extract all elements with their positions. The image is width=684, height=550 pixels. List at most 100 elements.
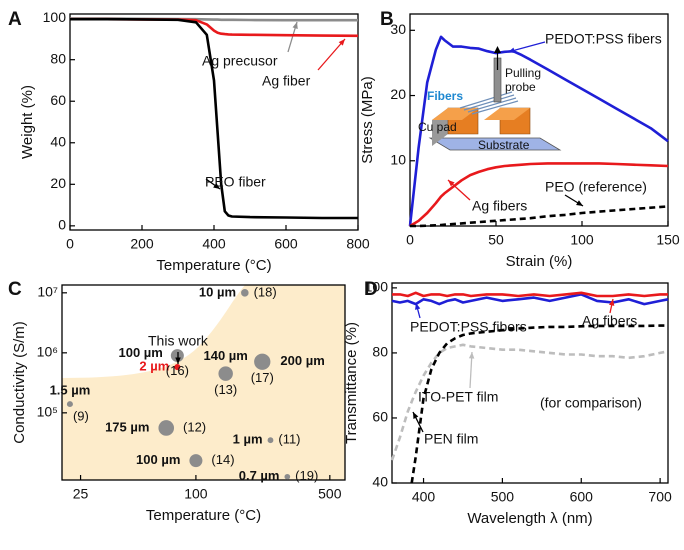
point-ref: (11) (278, 432, 300, 447)
y-tick-label: 10⁶ (37, 344, 58, 360)
x-tick-label: 800 (346, 236, 370, 252)
data-point (170, 349, 184, 363)
point-label: 10 µm (199, 284, 236, 299)
point-ref: (17) (251, 370, 274, 385)
x-tick-label: 200 (130, 236, 154, 252)
x-tick-label: 500 (318, 486, 342, 502)
y-axis-label: Weight (%) (19, 85, 36, 159)
annotation: This work (148, 333, 209, 349)
data-point (189, 454, 203, 468)
y-tick-label: 20 (50, 175, 66, 191)
point-label: 0.7 µm (239, 468, 280, 483)
data-point (218, 366, 233, 381)
annotation-arrowhead (338, 39, 345, 46)
annotation: (for comparison) (540, 395, 642, 411)
series-label: Ag fibers (472, 198, 527, 214)
x-tick-label: 100 (570, 232, 594, 248)
annotation-arrowhead (508, 47, 515, 53)
series-label: PEDOT:PSS fibers (545, 31, 662, 47)
point-label: 140 µm (203, 348, 247, 363)
x-axis-label: Strain (%) (506, 253, 573, 270)
x-tick-label: 0 (66, 236, 74, 252)
y-tick-label: 10⁷ (37, 284, 58, 300)
x-tick-label: 700 (648, 489, 672, 505)
data-line (390, 343, 669, 461)
series-label: PEO fiber (205, 174, 266, 190)
x-tick-label: 100 (184, 486, 208, 502)
y-tick-label: 80 (372, 344, 388, 360)
fibers (459, 91, 519, 115)
point-label: 2 µm (139, 358, 169, 373)
cu-pad-top (432, 108, 478, 120)
y-tick-label: 80 (50, 50, 66, 66)
y-tick-label: 40 (372, 474, 388, 490)
point-label: 200 µm (280, 353, 324, 368)
plot-frame (69, 13, 359, 231)
annotation-arrowhead (576, 200, 583, 206)
panel-letter: B (380, 9, 394, 30)
y-tick-label: 100 (365, 279, 389, 295)
annotation-arrowhead (608, 299, 615, 306)
point-label: 100 µm (136, 452, 180, 467)
y-tick-label: 40 (50, 133, 66, 149)
plot-frame (61, 284, 346, 481)
point-ref: (18) (254, 284, 277, 299)
data-point (284, 473, 291, 480)
panel-letter: C (8, 279, 22, 300)
x-axis-label: Temperature (°C) (146, 507, 261, 524)
inset-label: Substrate (478, 138, 530, 152)
x-tick-label: 400 (412, 489, 436, 505)
y-tick-label: 20 (390, 86, 406, 102)
panel-letter: A (8, 9, 22, 30)
annotation-arrowhead (213, 183, 220, 189)
data-line (70, 17, 358, 220)
series-label: ITO-PET film (418, 389, 498, 405)
y-tick-label: 60 (372, 409, 388, 425)
pull-arrow-head (494, 46, 501, 53)
data-line (410, 205, 669, 228)
annotation-arrow (317, 38, 346, 71)
point-ref: (12) (183, 419, 206, 434)
point-label: 100 µm (118, 345, 162, 360)
x-tick-label: 500 (491, 489, 515, 505)
x-tick-label: 150 (656, 232, 680, 248)
data-point (174, 363, 181, 371)
series-label: Ag fiber (262, 73, 311, 89)
data-point (254, 353, 271, 370)
point-ref: (9) (73, 409, 89, 424)
y-tick-label: 10 (390, 151, 406, 167)
substrate (428, 137, 562, 151)
inset-label: Cu pad (418, 120, 457, 134)
data-point (158, 420, 175, 436)
data-line (409, 162, 669, 228)
point-ref: (16) (166, 363, 189, 378)
x-tick-label: 400 (202, 236, 226, 252)
point-ref: (13) (214, 382, 237, 397)
point-label: 1.5 µm (50, 383, 91, 398)
y-axis-label: Conductivity (S/m) (11, 321, 28, 444)
y-tick-label: 100 (43, 9, 67, 25)
point-label: 1 µm (233, 432, 263, 447)
cu-pad-top (484, 108, 530, 120)
x-axis-label: Temperature (°C) (156, 257, 271, 274)
annotation-arrowhead (175, 357, 181, 364)
inset-diagram: Fibers Pulling probe Cu pad Substrate (418, 46, 562, 152)
point-ref: (14) (211, 452, 234, 467)
y-tick-label: 30 (390, 21, 406, 37)
annotation-arrowhead (413, 412, 419, 419)
annotation-arrowhead (468, 352, 475, 359)
x-tick-label: 600 (570, 489, 594, 505)
data-point (241, 289, 249, 297)
series-label: PEDOT:PSS fibers (410, 319, 527, 335)
series-label: Ag precusor (202, 53, 278, 69)
series-label: PEN film (424, 431, 478, 447)
panel-letter: D (364, 279, 378, 300)
point-ref: (19) (295, 468, 318, 483)
annotation-arrowhead (415, 303, 421, 310)
data-point (267, 437, 274, 444)
y-tick-label: 10⁵ (37, 404, 58, 420)
point-label: 175 µm (105, 419, 149, 434)
x-axis-label: Wavelength λ (nm) (467, 510, 592, 527)
x-tick-label: 600 (274, 236, 298, 252)
